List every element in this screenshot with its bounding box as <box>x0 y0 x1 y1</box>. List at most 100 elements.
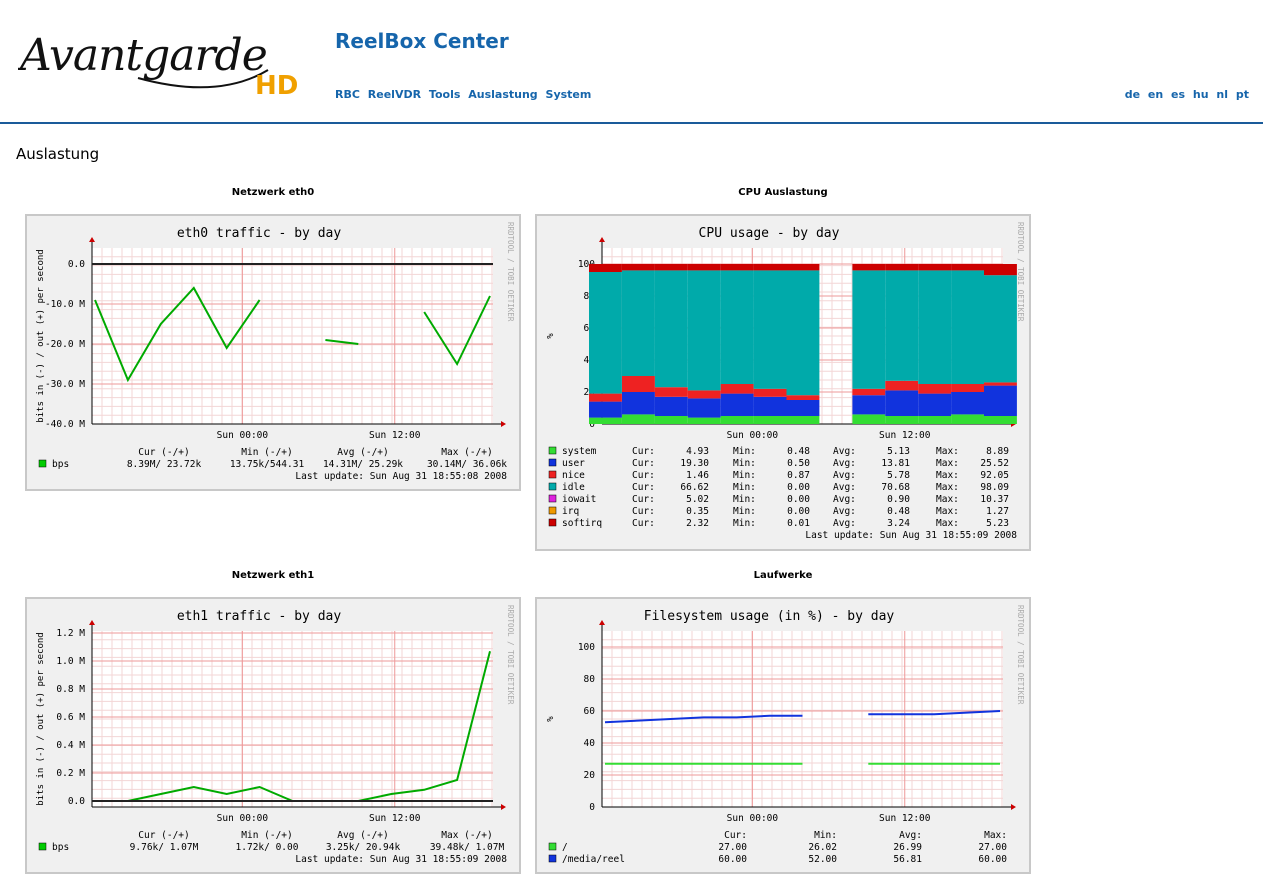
cpu-bar-softirq <box>720 264 754 271</box>
nav-link-auslastung[interactable]: Auslastung <box>468 88 538 101</box>
nav-link-rbc[interactable]: RBC <box>335 88 360 101</box>
site-title: ReelBox Center <box>335 29 509 53</box>
legend-max-label: Max: <box>936 518 959 529</box>
cpu-bar-idle <box>885 270 919 381</box>
main-nav: RBC ReelVDR Tools Auslastung System <box>335 88 595 101</box>
legend-header: Avg (-/+) <box>337 447 388 458</box>
eth1-traffic-graph: eth1 traffic - by day RRDTOOL / TOBI OETI… <box>25 597 521 874</box>
legend-header: Cur (-/+) <box>138 447 189 458</box>
cpu-bar-system <box>622 414 655 424</box>
legend-min-value: 0.00 <box>787 494 810 505</box>
cpu-bar-nice <box>589 393 622 402</box>
graph-title: CPU usage - by day <box>699 226 840 241</box>
legend-avg-value: 26.99 <box>893 842 922 853</box>
legend-avg-label: Avg: <box>833 458 856 469</box>
lang-en[interactable]: en <box>1147 88 1164 101</box>
legend-avg-label: Avg: <box>833 446 856 457</box>
legend-min-value: 13.75k/544.31 <box>230 459 305 470</box>
lang-pt[interactable]: pt <box>1235 88 1249 101</box>
cpu-bar-nice <box>918 384 952 394</box>
cpu-bar-idle <box>622 270 655 376</box>
panel-heading-eth0: Netzwerk eth0 <box>231 187 315 198</box>
legend-series-name: irq <box>562 506 579 517</box>
legend-swatch-iowait <box>548 494 557 503</box>
cpu-bar-softirq <box>687 264 721 271</box>
legend-cur-value: 60.00 <box>718 854 747 865</box>
y-tick-label: 1.0 M <box>56 656 85 667</box>
legend-max-value: 60.00 <box>978 854 1007 865</box>
legend-series-name: /media/reel <box>562 854 625 865</box>
brand-badge: HD <box>255 71 298 98</box>
legend-max-value: 39.48k/ 1.07M <box>430 842 505 853</box>
cpu-bar-idle <box>984 275 1017 383</box>
cpu-bar-user <box>885 390 919 416</box>
legend-cur-label: Cur: <box>632 446 655 457</box>
legend-min-label: Min: <box>733 506 756 517</box>
y-tick-label: 20 <box>584 770 596 781</box>
y-tick-label: 0.2 M <box>56 768 85 779</box>
y-tick-label: -10.0 M <box>45 299 85 310</box>
cpu-bar-idle <box>951 270 984 384</box>
cpu-bar-user <box>984 385 1017 416</box>
legend-avg-value: 13.81 <box>881 458 910 469</box>
lang-es[interactable]: es <box>1171 88 1186 101</box>
cpu-bar-user <box>786 400 820 416</box>
x-tick-label: Sun 00:00 <box>217 813 269 824</box>
cpu-bar-nice <box>951 384 984 392</box>
legend-avg-value: 3.24 <box>887 518 910 529</box>
x-axis-arrow <box>501 804 506 810</box>
legend-max-label: Max: <box>936 482 959 493</box>
legend-cur-value: 8.39M/ 23.72k <box>127 459 202 470</box>
legend-header: Min (-/+) <box>241 447 292 458</box>
legend-swatch-user <box>548 458 557 467</box>
cpu-bar-softirq <box>786 264 820 271</box>
legend-min-label: Min: <box>733 446 756 457</box>
rrdtool-watermark: RRDTOOL / TOBI OETIKER <box>506 222 515 322</box>
nav-link-tools[interactable]: Tools <box>428 88 461 101</box>
lang-nl[interactable]: nl <box>1216 88 1229 101</box>
legend-header: Max (-/+) <box>441 447 492 458</box>
graph-canvas: Filesystem usage (in %) - by day RRDTOOL … <box>546 605 1025 865</box>
y-tick-label: -40.0 M <box>45 419 85 430</box>
y-axis-arrow <box>599 620 605 625</box>
legend-avg-label: Avg: <box>833 482 856 493</box>
x-axis-arrow <box>501 421 506 427</box>
legend-max-value: 27.00 <box>978 842 1007 853</box>
brand-logo[interactable]: Avantgarde HD <box>16 20 318 101</box>
graph-canvas: CPU usage - by day RRDTOOL / TOBI OETIKER… <box>546 222 1025 541</box>
y-axis-label: % <box>546 333 556 339</box>
legend-cur-label: Cur: <box>632 506 655 517</box>
y-tick-label: 0.6 M <box>56 712 85 723</box>
legend-cur-label: Cur: <box>632 458 655 469</box>
lang-hu[interactable]: hu <box>1192 88 1209 101</box>
legend-swatch-fs <box>548 842 557 851</box>
legend-max-value: 98.09 <box>980 482 1009 493</box>
legend-header: Min: <box>814 830 837 841</box>
legend-header: Avg: <box>899 830 922 841</box>
y-tick-label: 0.0 <box>68 796 85 807</box>
cpu-bar-softirq <box>984 264 1017 276</box>
legend-header: Max (-/+) <box>441 830 492 841</box>
last-update: Last update: Sun Aug 31 18:55:09 2008 <box>805 530 1017 541</box>
cpu-bar-softirq <box>951 264 984 271</box>
cpu-bar-idle <box>654 270 688 388</box>
legend-swatch-irq <box>548 506 557 515</box>
nav-link-reelvdr[interactable]: ReelVDR <box>367 88 422 101</box>
cpu-bar-softirq <box>852 264 886 271</box>
legend-max-value: 30.14M/ 36.06k <box>427 459 507 470</box>
legend-cur-value: 9.76k/ 1.07M <box>130 842 199 853</box>
cpu-bar-system <box>589 417 622 424</box>
legend-cur-value: 5.02 <box>686 494 709 505</box>
legend-cur-label: Cur: <box>632 494 655 505</box>
cpu-bar-idle <box>753 270 787 389</box>
y-axis-label: % <box>546 716 556 722</box>
lang-de[interactable]: de <box>1124 88 1141 101</box>
rrdtool-watermark: RRDTOOL / TOBI OETIKER <box>1016 605 1025 705</box>
x-tick-label: Sun 00:00 <box>727 813 779 824</box>
nav-link-system[interactable]: System <box>545 88 592 101</box>
legend-max-value: 10.37 <box>980 494 1009 505</box>
legend-series-name: nice <box>562 470 585 481</box>
legend-cur-label: Cur: <box>632 470 655 481</box>
y-tick-label: 1.2 M <box>56 628 85 639</box>
legend-max-value: 1.27 <box>986 506 1009 517</box>
